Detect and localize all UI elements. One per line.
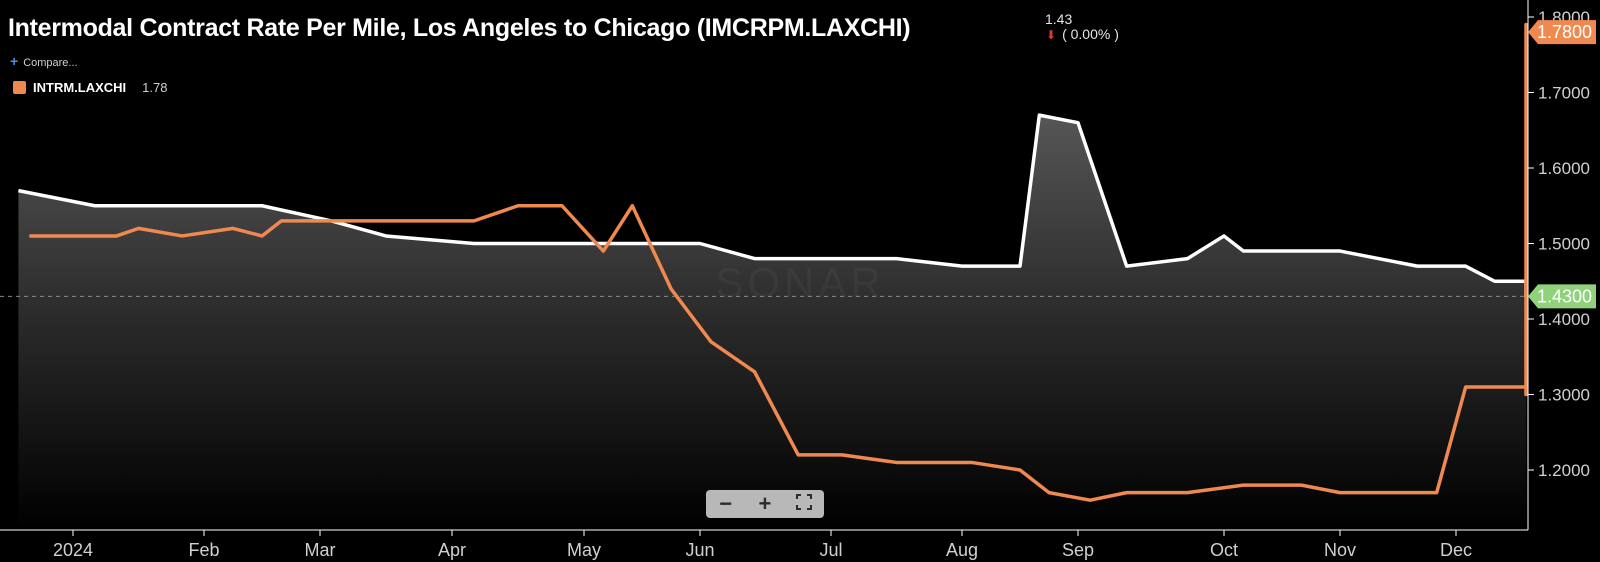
intrm-last-value-badge: 1.7800	[1528, 20, 1596, 45]
plus-icon: +	[10, 53, 19, 69]
compare-label: Compare...	[23, 57, 78, 69]
y-tick-label: 1.2000	[1538, 461, 1590, 480]
x-tick-label: May	[567, 540, 601, 560]
main-series-area	[18, 115, 1527, 531]
intrm-last-value-badge-label: 1.7800	[1537, 22, 1592, 42]
chart-title: Intermodal Contract Rate Per Mile, Los A…	[8, 14, 911, 42]
series-line-imcrpm	[18, 113, 1528, 299]
x-tick-label: Apr	[438, 540, 466, 560]
y-tick-label: 1.4000	[1538, 310, 1590, 329]
change-percent: ( 0.00% )	[1062, 26, 1119, 42]
zoom-controls: − +	[706, 490, 824, 518]
series-line-intrm	[29, 22, 1528, 502]
imcrpm-last-value-badge: 1.4300	[1528, 284, 1596, 309]
y-tick-label: 1.3000	[1538, 386, 1590, 405]
legend-name: INTRM.LAXCHI	[33, 80, 127, 95]
x-tick-label: Sep	[1062, 540, 1094, 560]
zoom-out-button[interactable]: −	[719, 491, 733, 516]
compare-button[interactable]: + Compare...	[10, 53, 78, 69]
x-tick-label: Jul	[819, 540, 842, 560]
y-tick-label: 1.7000	[1538, 84, 1590, 103]
zoom-in-button[interactable]: +	[758, 491, 772, 516]
x-tick-label: 2024	[53, 540, 93, 560]
x-tick-label: Jun	[685, 540, 714, 560]
imcrpm-last-value-badge-label: 1.4300	[1537, 286, 1592, 306]
fullscreen-icon[interactable]	[789, 490, 819, 518]
x-tick-label: Aug	[946, 540, 978, 560]
down-arrow-icon: ⬇	[1046, 28, 1057, 42]
legend-item-intrm[interactable]: INTRM.LAXCHI 1.78	[13, 80, 167, 95]
x-tick-label: Oct	[1210, 540, 1238, 560]
legend-swatch	[13, 81, 26, 94]
last-value: 1.43	[1045, 11, 1073, 27]
x-tick-label: Nov	[1324, 540, 1356, 560]
change-indicator: ⬇ ( 0.00% )	[1046, 26, 1119, 42]
x-tick-label: Mar	[305, 540, 336, 560]
y-tick-label: 1.5000	[1538, 235, 1590, 254]
y-tick-label: 1.6000	[1538, 159, 1590, 178]
x-tick-label: Dec	[1440, 540, 1472, 560]
x-tick-label: Feb	[188, 540, 219, 560]
legend-value: 1.78	[142, 80, 168, 95]
